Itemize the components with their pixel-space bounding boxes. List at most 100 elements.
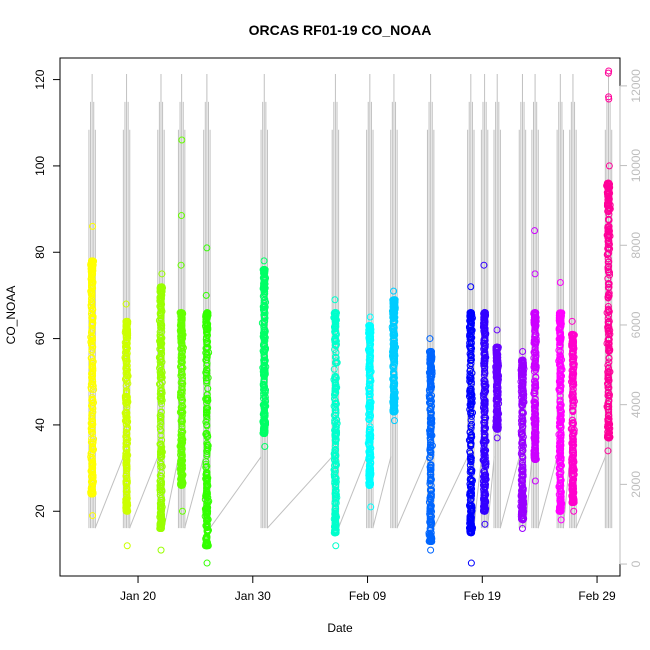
data-point — [519, 373, 527, 381]
x-tick-label: Jan 30 — [235, 589, 271, 603]
data-point — [122, 445, 130, 453]
x-tick-label: Feb 19 — [464, 589, 502, 603]
data-point — [261, 443, 269, 450]
data-point — [605, 411, 613, 419]
data-point — [365, 372, 373, 380]
data-point — [427, 380, 435, 388]
data-point — [259, 381, 267, 389]
data-point — [259, 394, 267, 402]
data-point — [260, 353, 268, 361]
data-point — [261, 411, 269, 419]
data-point — [366, 426, 374, 434]
data-point — [426, 379, 434, 387]
data-point — [203, 404, 211, 412]
data-point — [467, 458, 475, 466]
data-point — [157, 413, 165, 421]
data-point — [332, 460, 340, 468]
data-point — [427, 503, 435, 511]
data-point — [177, 436, 185, 444]
data-point — [157, 546, 165, 554]
data-point — [605, 408, 613, 416]
data-point — [177, 458, 185, 466]
data-point — [330, 466, 338, 474]
data-point — [558, 372, 566, 380]
data-point — [332, 337, 340, 345]
data-point — [366, 438, 374, 446]
data-point — [605, 95, 613, 103]
data-point — [391, 405, 399, 413]
data-point — [606, 205, 614, 213]
data-point — [390, 396, 398, 404]
data-point — [468, 529, 476, 537]
data-point — [481, 388, 489, 396]
data-point — [569, 361, 577, 369]
data-point — [569, 446, 577, 454]
data-point — [466, 377, 474, 385]
data-point — [391, 350, 399, 358]
data-point — [468, 502, 476, 510]
data-point — [367, 503, 375, 511]
data-point — [260, 284, 268, 292]
data-point — [156, 362, 164, 370]
data-point — [156, 513, 164, 521]
data-point — [531, 347, 539, 355]
data-point — [427, 471, 435, 479]
data-point — [389, 336, 397, 344]
data-point — [481, 459, 489, 467]
data-point — [569, 385, 577, 393]
data-point — [466, 389, 474, 397]
data-point — [519, 368, 527, 376]
data-point — [88, 287, 96, 295]
data-point — [495, 410, 503, 418]
data-point — [158, 436, 166, 444]
data-point — [468, 489, 476, 497]
data-point — [604, 318, 612, 326]
data-point — [556, 439, 564, 447]
data-point — [123, 414, 131, 422]
x-tick-label: Jan 20 — [120, 589, 156, 603]
data-point — [518, 515, 526, 523]
data-point — [330, 365, 338, 373]
data-point — [122, 359, 130, 367]
flight-points — [567, 317, 578, 515]
data-point — [332, 380, 340, 388]
flight-points — [87, 222, 98, 520]
data-point — [519, 386, 527, 394]
data-point — [466, 500, 474, 508]
data-point — [331, 467, 339, 475]
data-point — [178, 377, 186, 385]
data-point — [481, 481, 489, 489]
data-point — [330, 529, 338, 537]
flight-points — [479, 261, 490, 528]
data-point — [178, 384, 186, 392]
data-point — [603, 199, 611, 207]
data-point — [122, 429, 130, 437]
data-point — [556, 387, 564, 395]
data-point — [203, 526, 211, 534]
data-point — [467, 340, 475, 348]
data-point — [531, 318, 539, 326]
data-point — [605, 433, 613, 441]
data-point — [260, 297, 268, 305]
data-point — [202, 344, 210, 352]
data-point — [157, 420, 165, 428]
data-point — [203, 322, 211, 330]
data-point — [605, 240, 613, 248]
data-point — [518, 360, 526, 368]
data-point — [122, 410, 130, 418]
data-point — [331, 406, 339, 414]
data-point — [87, 490, 95, 498]
data-point — [603, 251, 611, 259]
data-point — [481, 318, 489, 326]
flight-points — [201, 244, 213, 567]
data-point — [158, 286, 166, 294]
flight-points — [388, 287, 400, 425]
data-point — [531, 336, 539, 344]
data-point — [480, 455, 488, 463]
data-point — [493, 343, 501, 351]
data-point — [569, 377, 577, 385]
data-point — [88, 334, 96, 342]
data-point — [155, 316, 163, 324]
y2-tick-label: 10000 — [629, 149, 643, 183]
data-point — [493, 355, 501, 363]
